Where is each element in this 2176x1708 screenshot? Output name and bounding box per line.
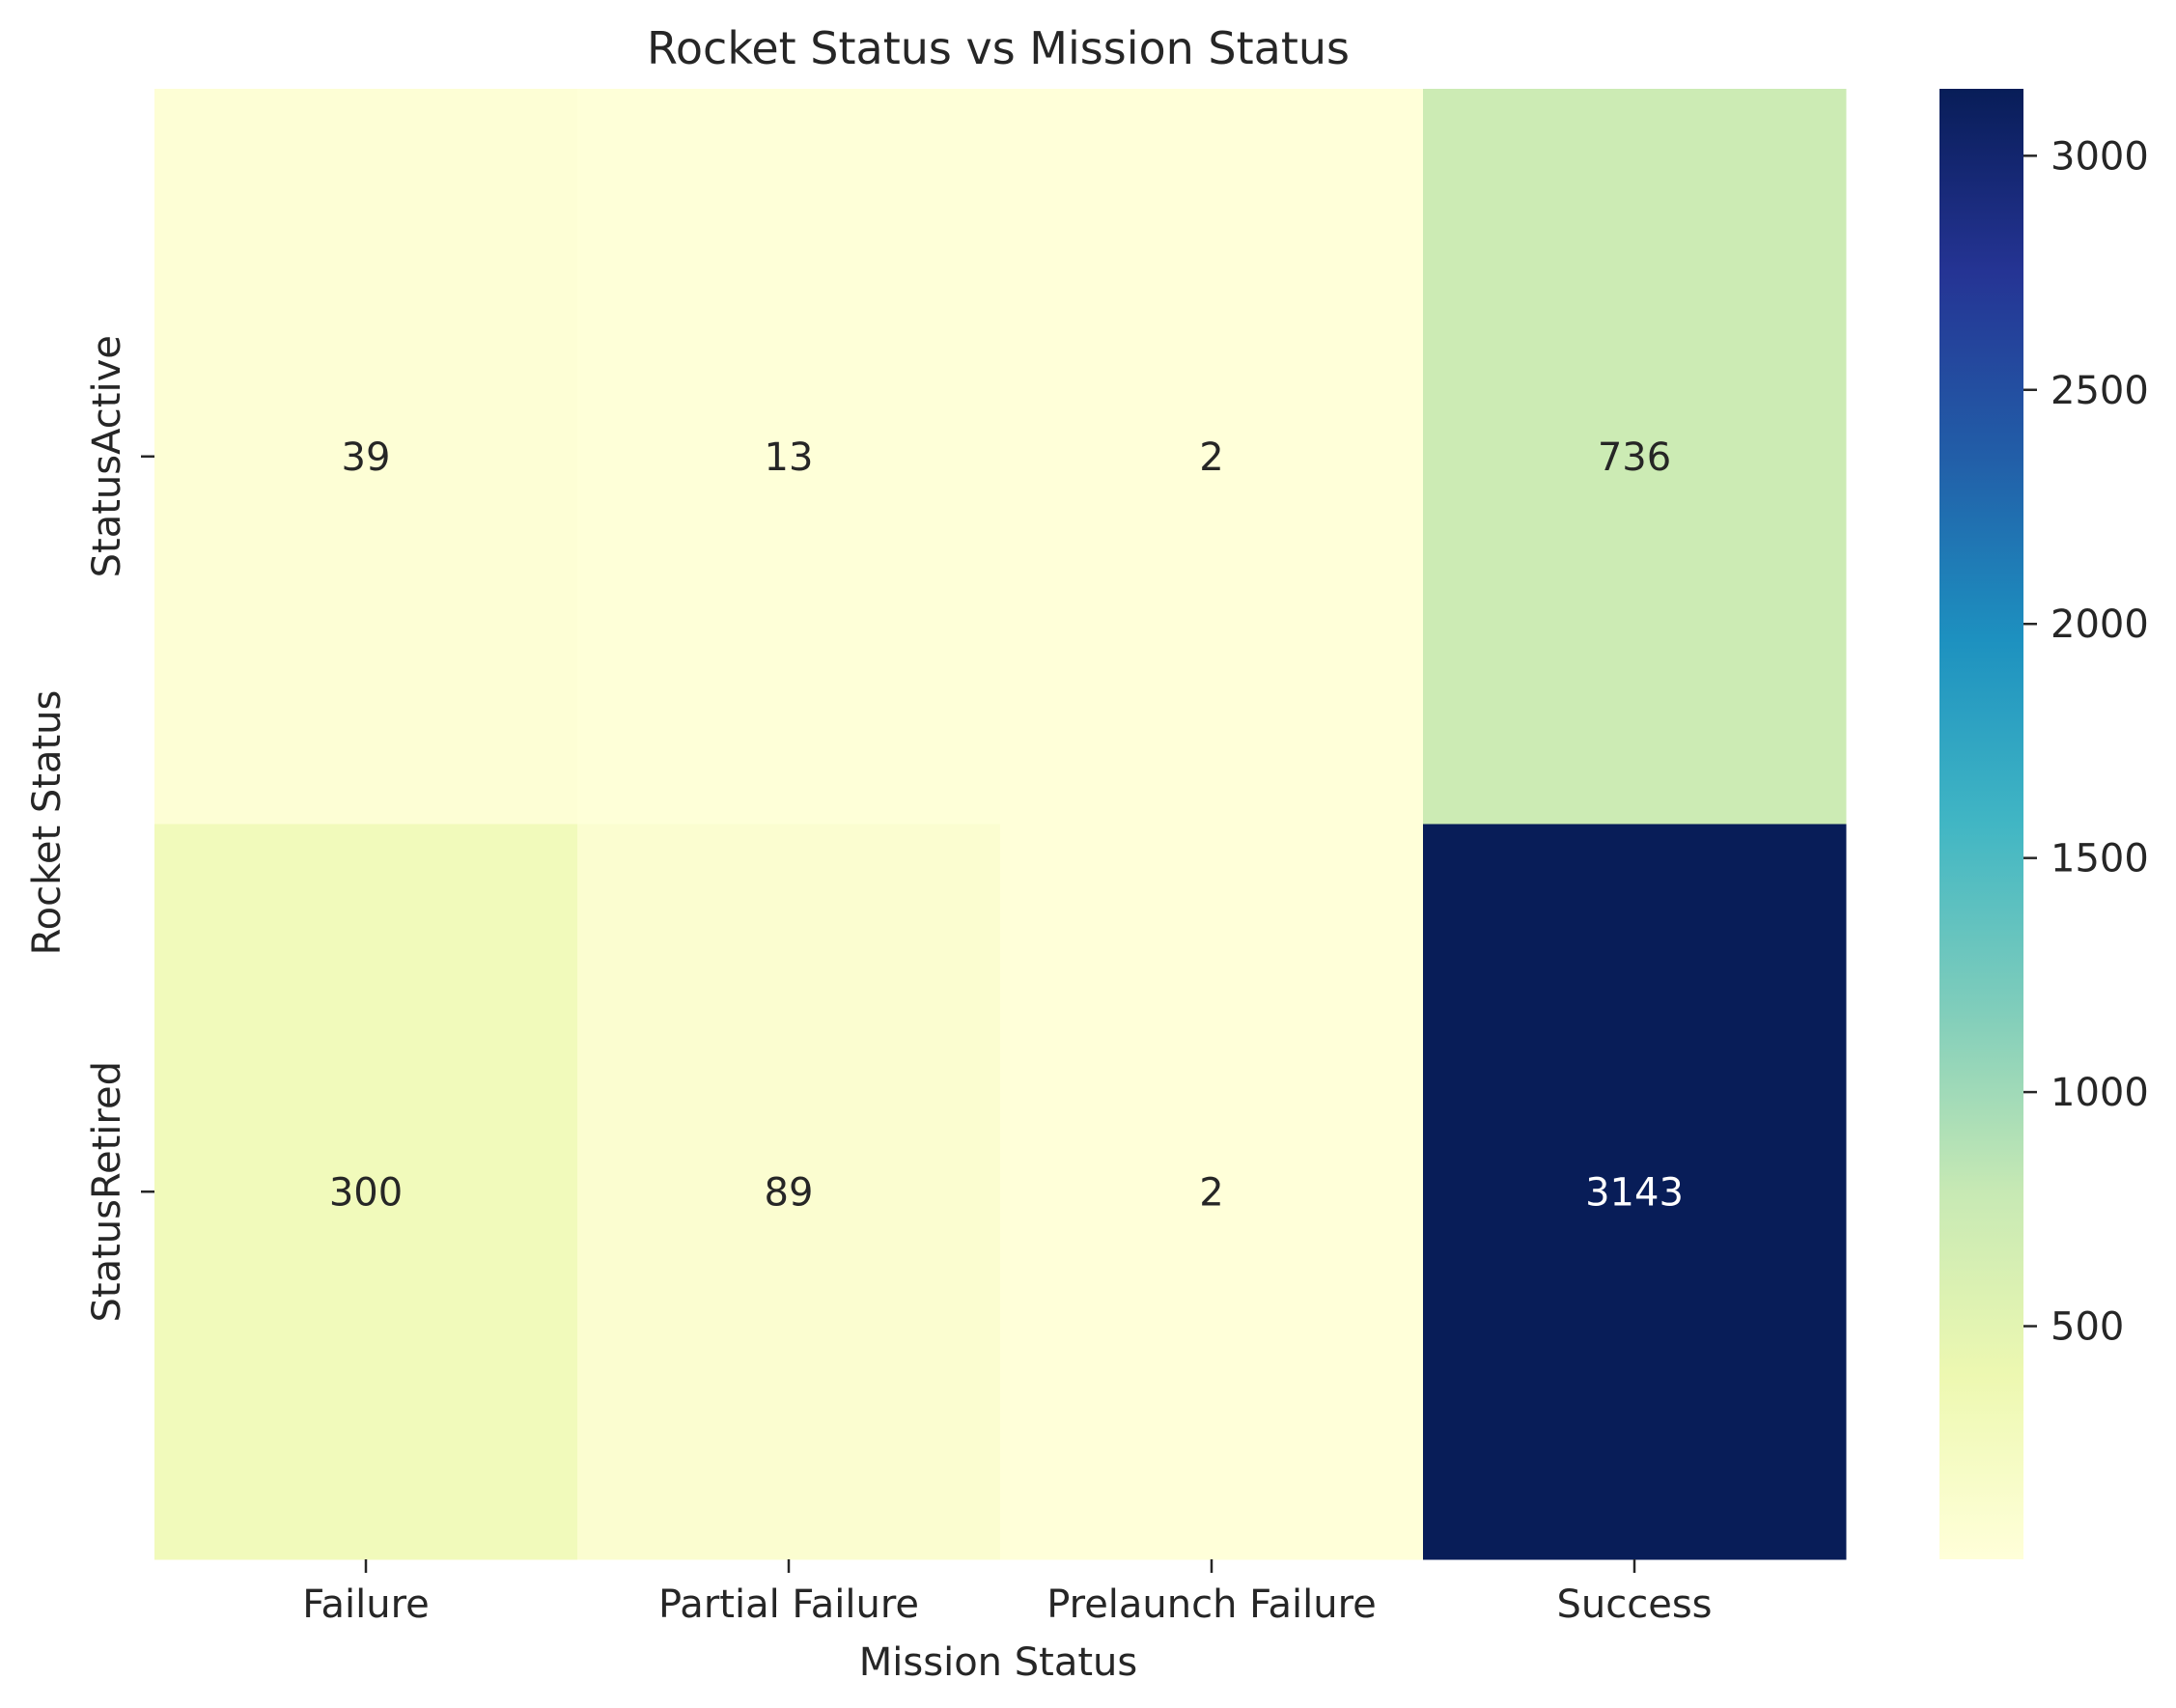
x-tick-label: Success [1556,1582,1712,1627]
colorbar-tick-label: 500 [2050,1305,2124,1350]
colorbar-tick-label: 2000 [2050,602,2149,647]
cell-value-label: 89 [765,1170,814,1215]
y-tick-label: StatusRetired [85,1061,129,1322]
colorbar-tick-label: 1500 [2050,837,2149,882]
heatmap-cell [1000,824,1424,1560]
x-tick-label: Prelaunch Failure [1046,1582,1377,1627]
x-tick-label: Failure [302,1582,430,1627]
cell-value-labels: 39 13 2 736 300 89 2 3143 [329,435,1684,1216]
heatmap-cell [154,824,578,1560]
x-tick-label: Partial Failure [658,1582,919,1627]
colorbar: 500 1000 1500 2000 2500 3000 [1939,89,2149,1559]
x-axis-ticks: Failure Partial Failure Prelaunch Failure S… [302,1559,1713,1627]
cell-value-label: 736 [1598,435,1671,480]
cell-value-label: 300 [329,1170,403,1215]
heatmap-cell [1000,89,1424,825]
heatmap-cell [577,89,1001,825]
cell-value-label: 2 [1199,1170,1223,1215]
chart-title: Rocket Status vs Mission Status [647,22,1350,74]
heatmap-cell [577,824,1001,1560]
heatmap-cell [1423,89,1847,825]
cell-value-label: 39 [342,435,391,480]
y-tick-label: StatusActive [85,335,129,577]
y-axis-ticks: StatusActive StatusRetired [85,335,154,1322]
cell-value-label: 13 [765,435,814,480]
colorbar-tick-label: 1000 [2050,1071,2149,1115]
colorbar-tick-label: 2500 [2050,369,2149,413]
heatmap-cell [1423,824,1847,1560]
colorbar-gradient [1939,89,2023,1559]
cell-value-label: 2 [1199,435,1223,480]
heatmap-cells [154,89,1847,1560]
y-axis-label: Rocket Status [25,690,70,956]
colorbar-tick-label: 3000 [2050,134,2149,179]
cell-value-label: 3143 [1585,1170,1684,1215]
heatmap-cell [154,89,578,825]
x-axis-label: Mission Status [859,1640,1137,1685]
